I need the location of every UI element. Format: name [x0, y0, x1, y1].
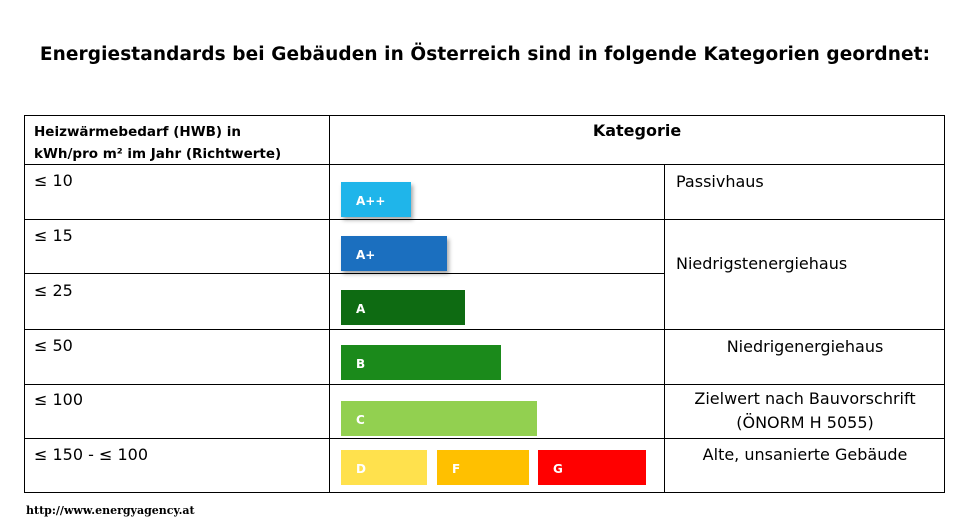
table-border-bottom: [24, 492, 945, 493]
table-border-right: [944, 115, 945, 493]
row-divider-header: [24, 164, 945, 165]
energy-bar-b: B: [341, 345, 501, 380]
column-divider-2: [664, 164, 665, 493]
energy-bar-a-plus: A+: [341, 236, 447, 271]
column-divider-1: [329, 115, 330, 493]
header-hwb-line-1: Heizwärmebedarf (HWB) in: [34, 124, 241, 140]
row-divider-4: [24, 384, 945, 385]
energy-bar-c: C: [341, 401, 537, 436]
energy-bar-g: G: [538, 450, 646, 485]
energy-bar-f: F: [437, 450, 529, 485]
energy-bar-d: D: [341, 450, 427, 485]
hwb-value: ≤ 15: [34, 226, 73, 245]
hwb-value: ≤ 100: [34, 390, 84, 409]
energy-bar-a: A: [341, 290, 465, 325]
table-border-left: [24, 115, 25, 493]
energy-bar-a-plus-plus: A++: [341, 182, 411, 217]
row-divider-2: [24, 273, 665, 274]
header-kategorie: Kategorie: [592, 121, 682, 140]
header-hwb-line-2: kWh/pro m² im Jahr (Richtwerte): [34, 146, 282, 162]
row-divider-1: [24, 219, 945, 220]
category-zielwert-line-1: Zielwert nach Bauvorschrift: [694, 389, 916, 408]
hwb-value: ≤ 50: [34, 336, 73, 355]
header-hwb: Heizwärmebedarf (HWB) in kWh/pro m² im J…: [34, 121, 281, 165]
category-niedrigstenergiehaus: Niedrigstenergiehaus: [676, 254, 848, 273]
category-alte-gebaeude: Alte, unsanierte Gebäude: [702, 445, 908, 464]
row-divider-3: [24, 329, 945, 330]
hwb-value: ≤ 25: [34, 281, 73, 300]
category-niedrigenergiehaus: Niedrigenergiehaus: [726, 337, 884, 356]
row-divider-5: [24, 438, 945, 439]
category-passivhaus: Passivhaus: [676, 172, 764, 191]
category-zielwert: Zielwert nach Bauvorschrift (ÖNORM H 505…: [665, 387, 945, 435]
hwb-value: ≤ 150 - ≤ 100: [34, 445, 149, 464]
category-zielwert-line-2: (ÖNORM H 5055): [736, 413, 874, 432]
source-link[interactable]: http://www.energyagency.at: [26, 504, 195, 517]
table-border-top: [24, 115, 945, 116]
hwb-value: ≤ 10: [34, 171, 73, 190]
page-title: Energiestandards bei Gebäuden in Österre…: [39, 44, 931, 65]
